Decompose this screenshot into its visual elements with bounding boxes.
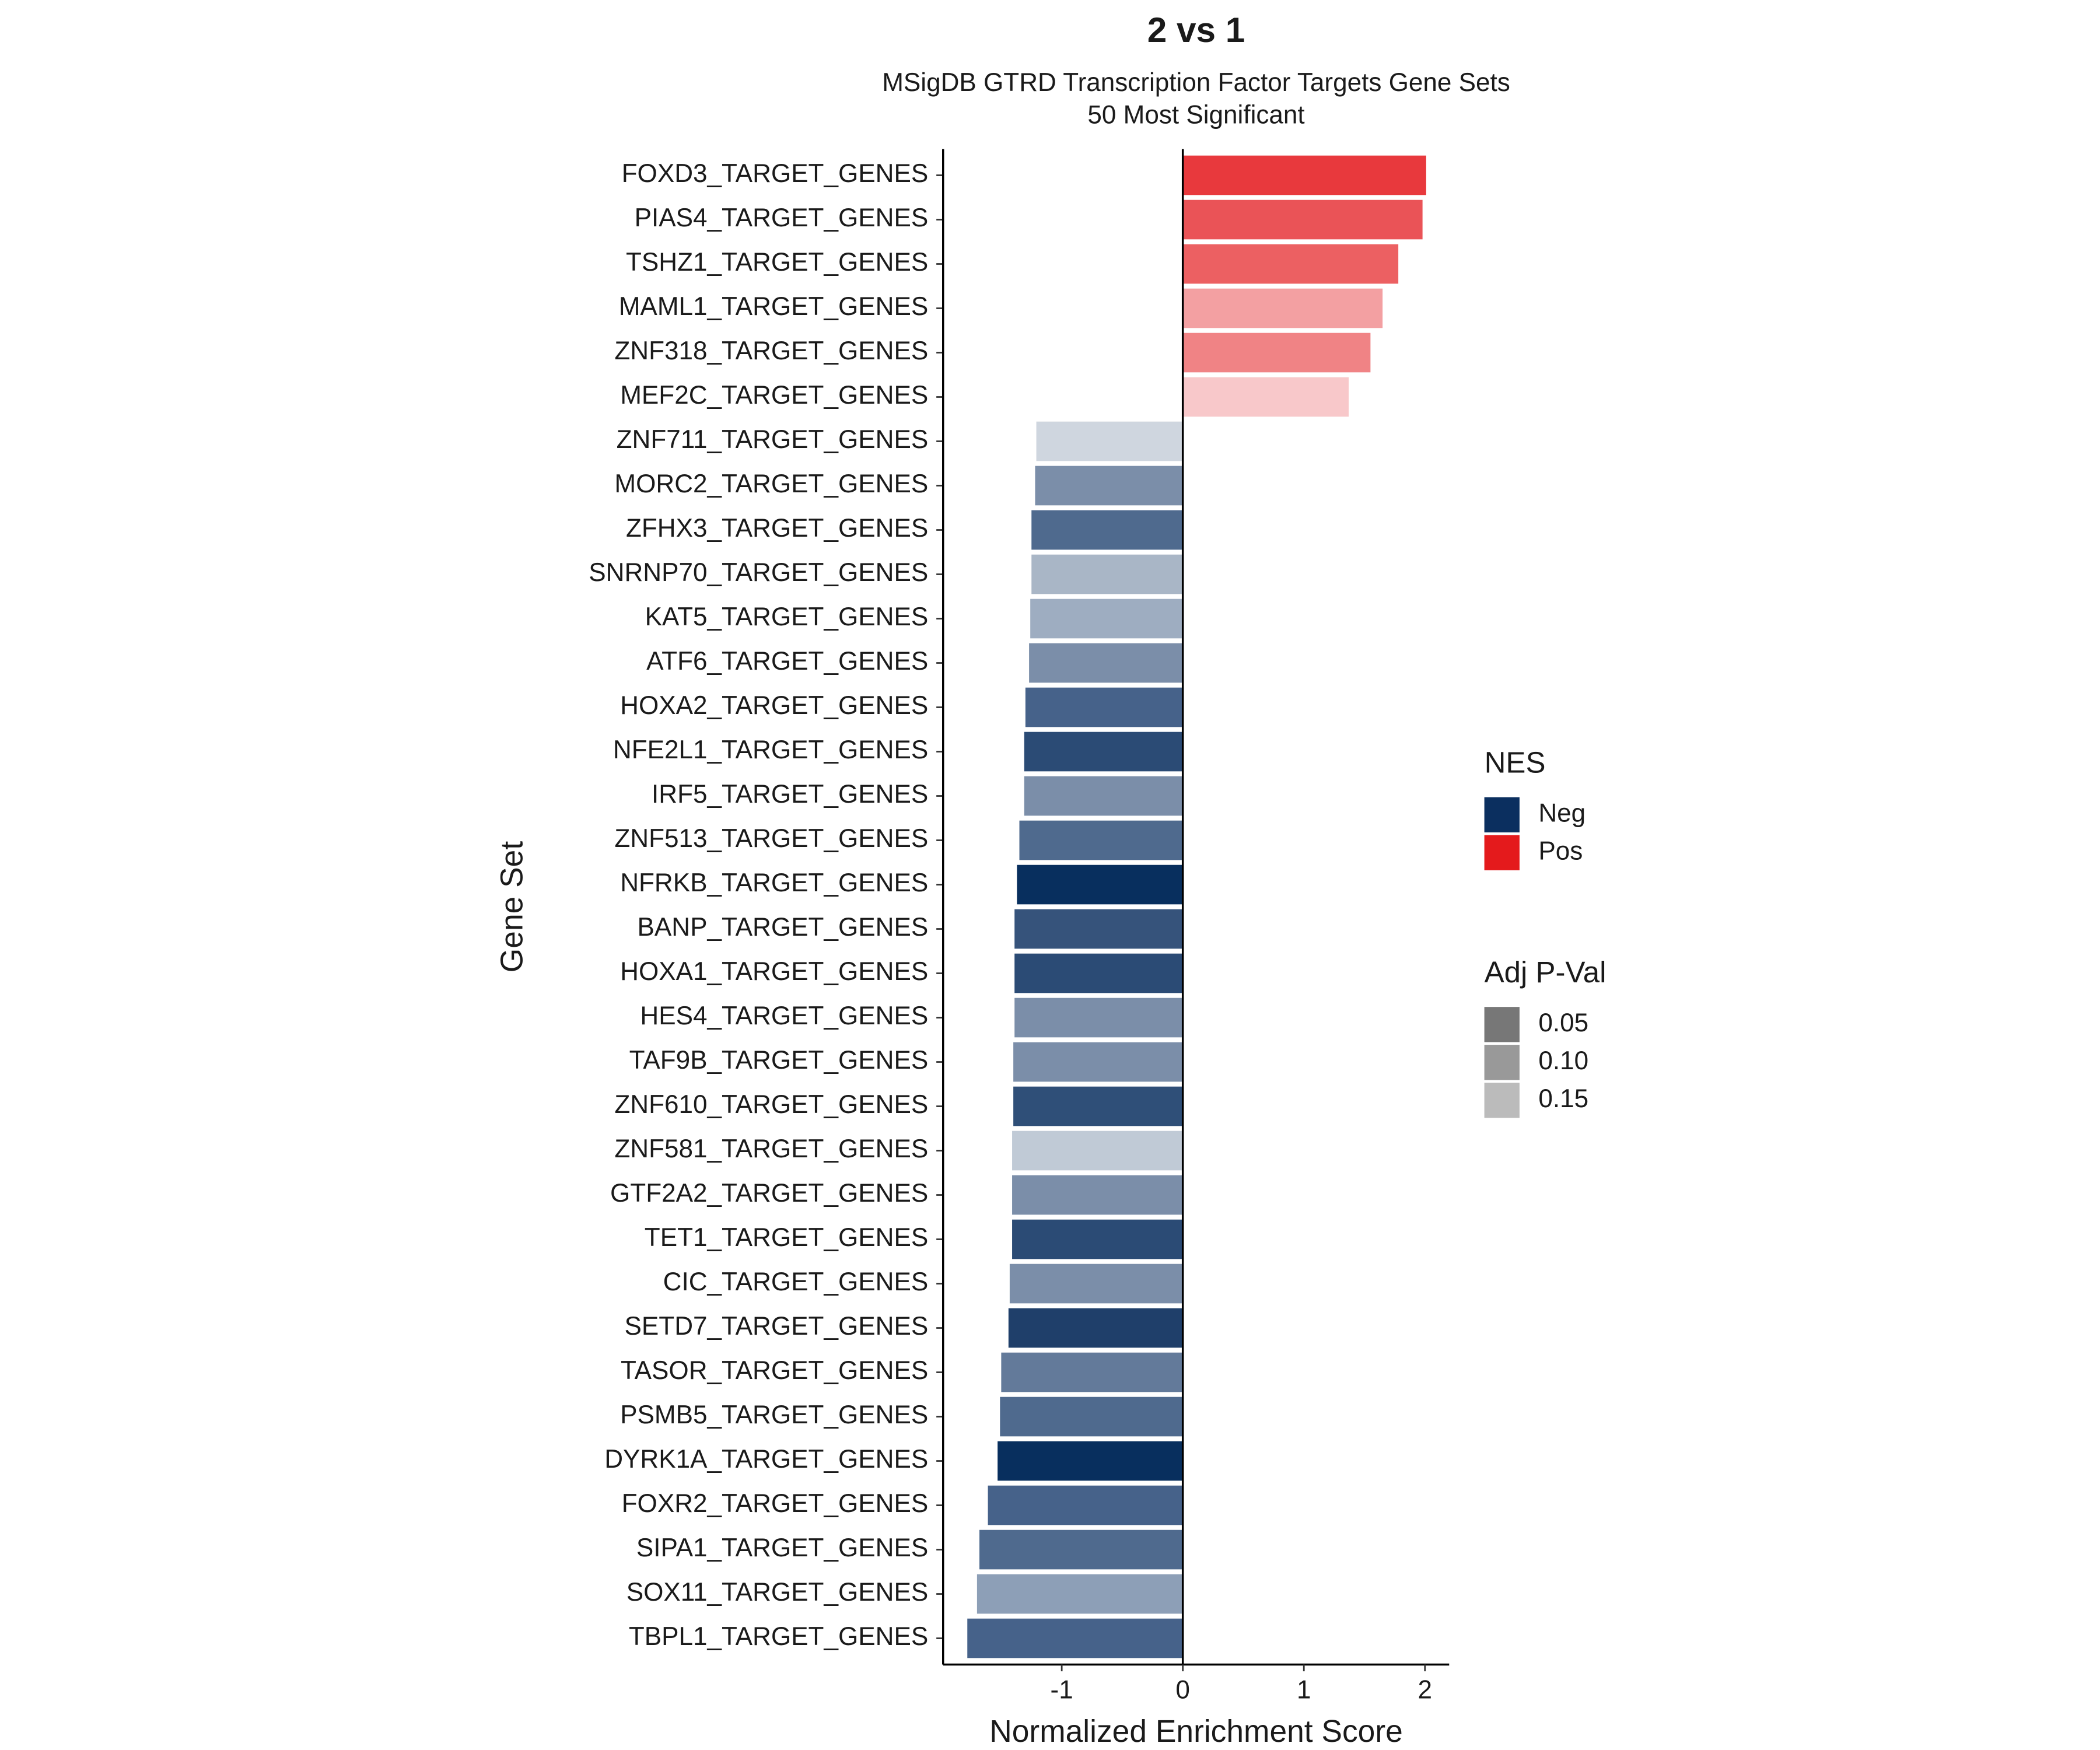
legend-label: 0.10 [1538, 1046, 1588, 1075]
legend-label: 0.05 [1538, 1009, 1588, 1037]
y-tick-label: PIAS4_TARGET_GENES [635, 204, 929, 232]
x-tick-label: -1 [1051, 1676, 1073, 1704]
y-tick-label: HOXA1_TARGET_GENES [620, 957, 928, 986]
bar [998, 1441, 1183, 1481]
legend-swatch [1484, 1045, 1520, 1080]
legend-label: 0.15 [1538, 1084, 1588, 1113]
bar [1035, 466, 1183, 506]
y-tick-label: MAML1_TARGET_GENES [619, 292, 929, 321]
chart-subtitle: 50 Most Significant [1087, 101, 1304, 130]
y-tick-label: SNRNP70_TARGET_GENES [589, 558, 928, 587]
x-tick-label: 0 [1175, 1676, 1190, 1704]
bar [1025, 687, 1183, 727]
bar [1024, 776, 1183, 816]
bar [988, 1485, 1183, 1525]
legend-title: Adj P-Val [1485, 956, 1606, 989]
y-tick-label: ZNF581_TARGET_GENES [614, 1135, 928, 1163]
y-tick-label: TSHZ1_TARGET_GENES [626, 248, 928, 276]
y-tick-label: ATF6_TARGET_GENES [646, 647, 928, 676]
bar [1001, 1352, 1183, 1392]
y-tick-label: TAF9B_TARGET_GENES [629, 1046, 929, 1074]
y-tick-label: NFE2L1_TARGET_GENES [613, 736, 928, 764]
bar [1182, 332, 1371, 373]
y-tick-label: ZNF610_TARGET_GENES [614, 1090, 928, 1119]
y-tick-label: ZNF711_TARGET_GENES [617, 425, 929, 454]
bar [1182, 155, 1426, 195]
y-tick-label: GTF2A2_TARGET_GENES [610, 1179, 928, 1208]
y-tick-label: SIPA1_TARGET_GENES [636, 1534, 928, 1562]
bar [1008, 1308, 1183, 1348]
bar [1182, 200, 1423, 240]
y-tick-label: ZNF513_TARGET_GENES [614, 824, 928, 853]
bar [1031, 554, 1183, 594]
y-tick-label: MORC2_TARGET_GENES [614, 470, 928, 498]
bar [1012, 1130, 1183, 1171]
bar [1029, 643, 1183, 683]
legend-label: Pos [1538, 836, 1583, 865]
legend-title: NES [1485, 746, 1546, 779]
y-tick-label: HES4_TARGET_GENES [640, 1002, 928, 1030]
bar [979, 1530, 1183, 1570]
bar [967, 1618, 1183, 1658]
y-tick-label: DYRK1A_TARGET_GENES [604, 1445, 928, 1474]
legend-label: Neg [1538, 799, 1586, 827]
y-tick-label: CIC_TARGET_GENES [663, 1268, 929, 1296]
bar [1012, 1175, 1183, 1215]
chart-title: 2 vs 1 [1147, 10, 1245, 50]
x-tick-label: 1 [1297, 1676, 1311, 1704]
y-axis-label: Gene Set [495, 841, 530, 973]
y-tick-label: SETD7_TARGET_GENES [625, 1312, 929, 1340]
y-tick-label: PSMB5_TARGET_GENES [620, 1401, 928, 1429]
bar [1182, 377, 1349, 417]
y-tick-label: TBPL1_TARGET_GENES [629, 1622, 928, 1651]
bar [1030, 598, 1183, 639]
bar [1014, 953, 1183, 993]
x-tick-label: 2 [1418, 1676, 1433, 1704]
bar [1013, 1086, 1183, 1126]
legend-swatch [1484, 835, 1520, 870]
chart-subtitle: MSigDB GTRD Transcription Factor Targets… [882, 68, 1510, 97]
y-tick-label: TASOR_TARGET_GENES [621, 1356, 928, 1385]
bar [1000, 1396, 1183, 1437]
x-axis-label: Normalized Enrichment Score [989, 1714, 1403, 1749]
legend-swatch [1484, 1083, 1520, 1118]
bar [1036, 421, 1183, 461]
bar [1031, 510, 1183, 550]
y-tick-label: NFRKB_TARGET_GENES [620, 869, 928, 897]
bar [1013, 1042, 1183, 1082]
bar [1014, 998, 1183, 1038]
bar [1012, 1219, 1183, 1259]
y-tick-label: MEF2C_TARGET_GENES [620, 381, 928, 410]
bar [1182, 288, 1383, 328]
bar [1019, 820, 1183, 860]
bar [1017, 864, 1183, 905]
y-tick-label: TET1_TARGET_GENES [645, 1223, 928, 1252]
legend-swatch [1484, 1007, 1520, 1042]
legend-swatch [1484, 797, 1520, 832]
y-tick-label: SOX11_TARGET_GENES [626, 1578, 928, 1606]
bar [1182, 244, 1399, 284]
y-tick-label: ZFHX3_TARGET_GENES [626, 514, 928, 542]
y-tick-label: ZNF318_TARGET_GENES [614, 337, 928, 365]
y-tick-label: IRF5_TARGET_GENES [652, 780, 928, 808]
bar [1009, 1264, 1183, 1304]
bar [1024, 732, 1183, 772]
y-tick-label: KAT5_TARGET_GENES [645, 603, 929, 631]
y-tick-label: FOXR2_TARGET_GENES [622, 1489, 929, 1518]
y-tick-label: FOXD3_TARGET_GENES [622, 159, 929, 188]
y-tick-label: BANP_TARGET_GENES [638, 913, 929, 942]
y-tick-label: HOXA2_TARGET_GENES [620, 691, 928, 720]
bar [977, 1574, 1183, 1614]
bar [1014, 909, 1183, 949]
